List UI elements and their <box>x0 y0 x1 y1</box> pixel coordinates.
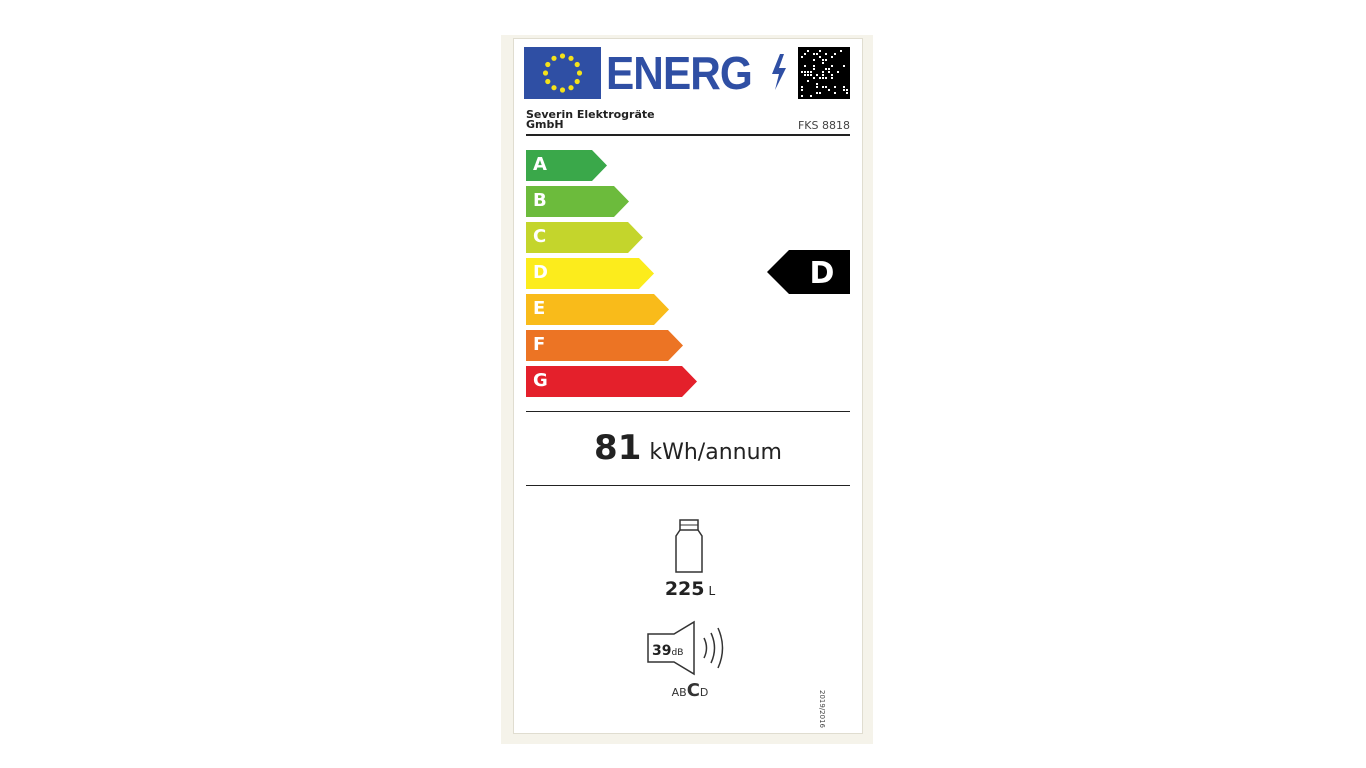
energy-class-letter: B <box>533 190 547 211</box>
energy-class-letter: E <box>533 298 546 319</box>
volume: 225 L <box>640 578 740 600</box>
eu-flag-icon <box>524 47 601 99</box>
noise-class-d: D <box>699 686 709 699</box>
energy-class-c: C <box>526 222 643 253</box>
rating-pointer: D <box>767 250 850 294</box>
regulation-number: 2019/2016 <box>818 690 826 728</box>
energy-title: ENERG <box>606 47 753 99</box>
energy-class-b: B <box>526 186 629 217</box>
noise-unit: dB <box>671 648 683 658</box>
energy-class-letter: D <box>533 262 548 283</box>
energy-class-letter: F <box>533 334 546 355</box>
speaker-noise-icon: 39dB <box>647 620 724 676</box>
energy-class-a: A <box>526 150 607 181</box>
volume-unit: L <box>708 584 716 598</box>
supplier-line-2: GmbH <box>526 118 564 131</box>
supplier-line-1: Severin Elektrogräte <box>526 108 655 121</box>
noise-class-b: B <box>679 686 687 699</box>
volume-value: 225 <box>664 578 705 600</box>
model-identifier: FKS 8818 <box>797 119 850 132</box>
svg-text:39dB: 39dB <box>652 643 683 659</box>
divider <box>526 411 850 412</box>
divider <box>526 485 850 486</box>
energy-value: 81 <box>594 428 642 468</box>
qr-code-icon <box>798 47 850 99</box>
energy-unit: kWh/annum <box>649 440 782 465</box>
energy-class-f: F <box>526 330 683 361</box>
noise-classes: ABCD <box>640 680 740 701</box>
fridge-volume-icon <box>675 519 703 573</box>
noise-class-a: A <box>671 686 680 699</box>
lightning-bolt-icon <box>772 54 786 90</box>
energy-class-d: D <box>526 258 654 289</box>
energy-class-letter: A <box>533 154 547 175</box>
energy-class-e: E <box>526 294 669 325</box>
noise-value: 39 <box>652 643 671 659</box>
divider <box>526 134 850 136</box>
noise-class-c: C <box>686 680 700 701</box>
energy-class-letter: C <box>533 226 547 247</box>
energy-class-letter: G <box>533 370 548 391</box>
energy-consumption: 81 kWh/annum <box>526 428 850 468</box>
rating-letter: D <box>810 256 835 291</box>
energy-class-g: G <box>526 366 697 397</box>
supplier-name: Severin Elektrogräte GmbH <box>526 108 655 131</box>
